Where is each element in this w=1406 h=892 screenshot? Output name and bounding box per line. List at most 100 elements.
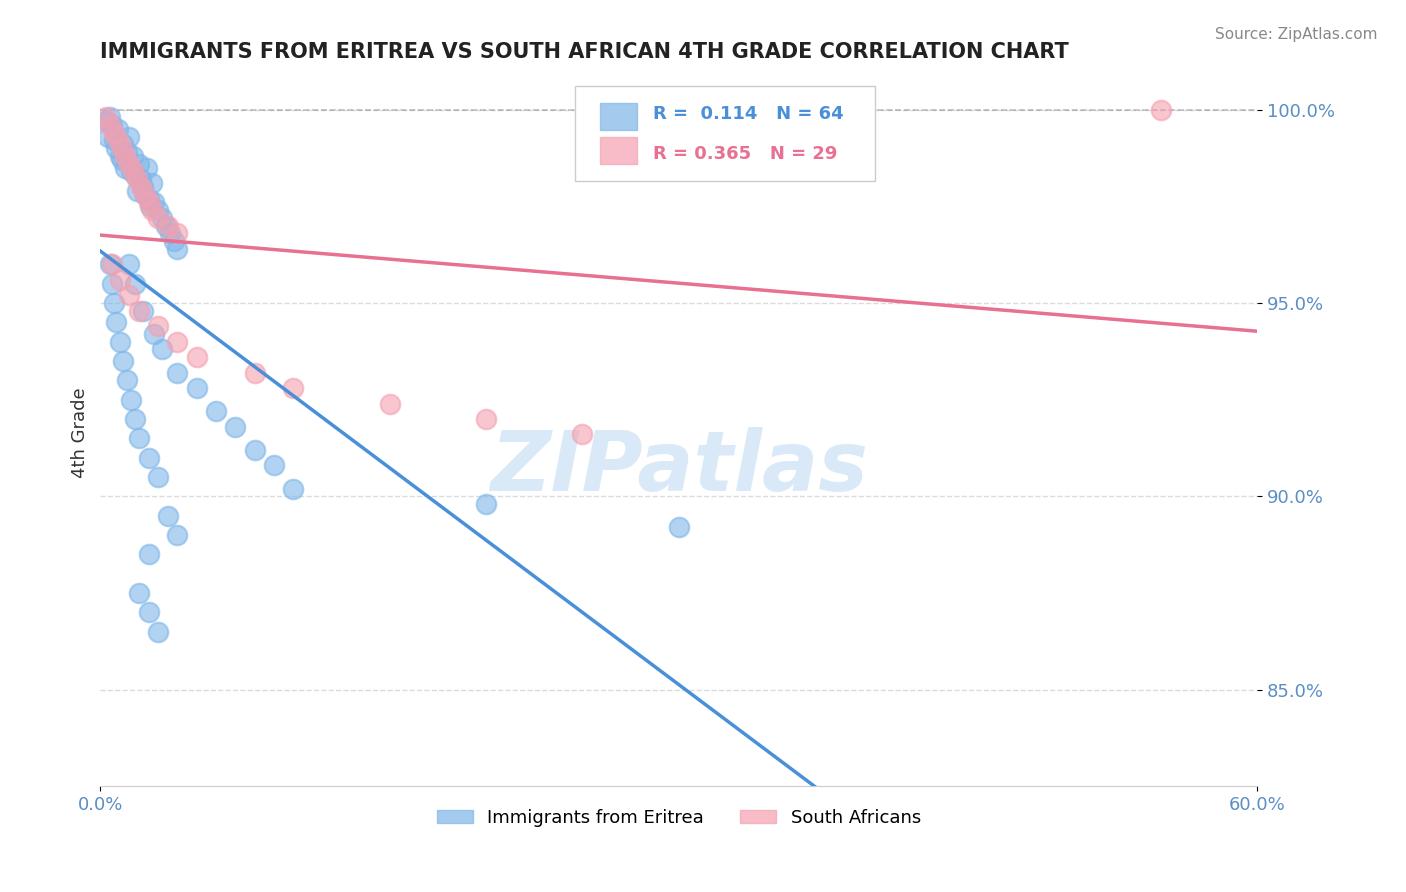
Point (128, 431, 150, 445)
Point (281, 381, 304, 395)
Text: Source: ZipAtlas.com: Source: ZipAtlas.com (1215, 27, 1378, 42)
Point (124, 277, 146, 291)
Point (117, 373, 139, 387)
Point (134, 187, 156, 202)
Point (101, 277, 124, 291)
Point (108, 149, 131, 163)
Point (150, 343, 173, 357)
Point (94, 110, 117, 124)
Point (103, 126, 125, 140)
FancyBboxPatch shape (600, 103, 637, 130)
Point (243, 366, 266, 380)
Point (205, 404, 228, 418)
Point (107, 133, 129, 147)
Point (104, 315, 127, 329)
Point (112, 137, 135, 152)
Point (110, 141, 132, 155)
Point (139, 199, 162, 213)
Point (156, 219, 179, 233)
Point (128, 157, 150, 171)
Point (156, 508, 179, 523)
Point (138, 548, 160, 562)
Point (475, 497, 498, 511)
Point (122, 164, 145, 178)
Point (281, 482, 304, 496)
Point (98, 118, 121, 132)
Point (166, 334, 188, 349)
Point (104, 141, 127, 155)
Point (138, 450, 160, 465)
Point (243, 442, 266, 457)
Point (122, 149, 145, 163)
Point (118, 157, 141, 171)
Point (120, 164, 142, 178)
FancyBboxPatch shape (600, 137, 637, 164)
Point (571, 427, 593, 442)
Point (124, 412, 146, 426)
Point (134, 187, 156, 202)
Point (141, 176, 163, 190)
Text: R =  0.114   N = 64: R = 0.114 N = 64 (654, 105, 844, 123)
Point (159, 227, 181, 241)
Y-axis label: 4th Grade: 4th Grade (72, 387, 89, 478)
Point (166, 227, 188, 241)
Point (148, 211, 170, 225)
Point (94, 114, 117, 128)
Point (475, 412, 498, 426)
Point (103, 296, 125, 310)
Point (128, 586, 150, 600)
Point (107, 121, 129, 136)
Point (129, 172, 152, 186)
Point (125, 172, 148, 186)
Point (101, 257, 124, 271)
Point (114, 149, 136, 163)
Point (143, 195, 166, 210)
Point (186, 381, 208, 395)
Point (97, 129, 120, 144)
Point (120, 392, 142, 407)
Point (148, 319, 170, 334)
Point (117, 145, 139, 160)
Point (135, 161, 157, 175)
Point (98, 110, 121, 124)
Point (155, 219, 177, 233)
Point (98, 257, 121, 271)
Point (668, 520, 690, 534)
Text: R = 0.365   N = 29: R = 0.365 N = 29 (654, 145, 838, 162)
Text: IMMIGRANTS FROM ERITREA VS SOUTH AFRICAN 4TH GRADE CORRELATION CHART: IMMIGRANTS FROM ERITREA VS SOUTH AFRICAN… (100, 42, 1069, 62)
Point (112, 354, 135, 368)
Point (150, 211, 173, 225)
Point (166, 366, 188, 380)
Point (1149, 103, 1171, 117)
Point (263, 458, 285, 473)
Point (148, 470, 170, 484)
Point (141, 203, 163, 218)
Point (128, 303, 150, 318)
Legend: Immigrants from Eritrea, South Africans: Immigrants from Eritrea, South Africans (429, 802, 928, 834)
Point (108, 273, 131, 287)
Point (129, 180, 152, 194)
Point (108, 334, 131, 349)
Point (166, 528, 188, 542)
Point (166, 242, 188, 256)
Point (132, 303, 155, 318)
Point (118, 288, 141, 302)
Point (378, 396, 401, 410)
FancyBboxPatch shape (575, 86, 876, 181)
Point (103, 133, 125, 147)
Point (124, 169, 146, 183)
Point (138, 606, 160, 620)
Point (138, 195, 160, 210)
Point (138, 192, 160, 206)
Point (114, 161, 136, 175)
Point (148, 203, 170, 218)
Text: ZIPatlas: ZIPatlas (489, 427, 868, 508)
Point (118, 129, 141, 144)
Point (125, 184, 148, 198)
Point (186, 350, 208, 364)
Point (148, 624, 170, 639)
Point (143, 326, 166, 341)
Point (162, 234, 184, 248)
Point (118, 257, 141, 271)
Point (224, 419, 246, 434)
